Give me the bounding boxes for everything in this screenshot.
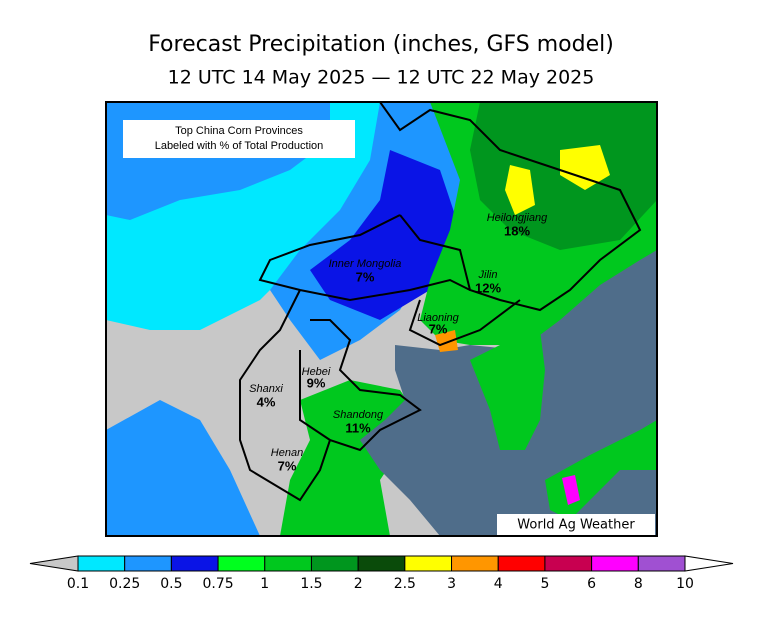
province-share: 7% [356, 269, 375, 284]
province-share: 4% [257, 394, 276, 409]
colorbar-label: 0.25 [109, 576, 140, 592]
colorbar-swatch [170, 555, 219, 572]
province-name: Shandong [333, 409, 384, 421]
colorbar-under [29, 555, 79, 572]
colorbar-swatch [217, 555, 266, 572]
colorbar-label: 5 [540, 576, 549, 592]
province-borders [239, 102, 642, 502]
province-share: 11% [345, 420, 371, 435]
colorbar-label: 6 [587, 576, 596, 592]
province-share: 7% [429, 321, 448, 336]
province-name: Henan [271, 447, 303, 459]
map-frame [105, 101, 658, 537]
colorbar-label: 0.75 [202, 576, 233, 592]
colorbar-swatch [357, 555, 406, 572]
colorbar-label: 0.5 [160, 576, 182, 592]
map [106, 102, 657, 536]
colorbar-label: 2 [354, 576, 363, 592]
province-name: Hebei [302, 366, 331, 378]
precip-area [280, 380, 420, 536]
credit: World Ag Weather [517, 518, 635, 533]
colorbar-swatch [264, 555, 312, 572]
colorbar-label: 3 [447, 576, 456, 592]
precip-area [310, 150, 460, 320]
colorbar-swatch [637, 555, 686, 572]
precip-area [562, 475, 580, 505]
colorbar-swatch [404, 555, 453, 572]
precip-area [505, 165, 535, 215]
precip-area [435, 330, 458, 352]
colorbar-swatch [451, 555, 499, 572]
colorbar-swatch [124, 555, 172, 572]
province-name: Shanxi [249, 383, 283, 395]
colorbar-swatch [497, 555, 546, 572]
colorbar-over [684, 555, 734, 572]
colorbar-label: 8 [634, 576, 643, 592]
colorbar-label: 1 [260, 576, 269, 592]
colorbar-label: 4 [494, 576, 503, 592]
province-name: Heilongjiang [487, 212, 548, 224]
colorbar-label: 0.1 [67, 576, 89, 592]
province-share: 18% [504, 223, 530, 238]
province-share: 7% [278, 458, 297, 473]
credit-box [497, 514, 655, 535]
province-name: Liaoning [417, 312, 459, 324]
colorbar-label: 1.5 [300, 576, 322, 592]
inset-text: Top China Corn Provinces [175, 125, 303, 137]
colorbar-swatch [591, 555, 639, 572]
colorbar-swatch [544, 555, 593, 572]
colorbar: 0.1 0.25 0.5 0.75 1 1.5 2 2.5 3 4 5 6 8 10 [29, 555, 734, 592]
land [470, 330, 545, 450]
colorbar-swatch [77, 555, 126, 572]
colorbar-label: 10 [676, 576, 694, 592]
inset-text: Labeled with % of Total Production [155, 140, 324, 152]
province-name: Jilin [478, 269, 498, 281]
precip-area [106, 400, 260, 536]
subtitle: 12 UTC 14 May 2025 — 12 UTC 22 May 2025 [168, 67, 595, 89]
colorbar-swatch [310, 555, 359, 572]
province-name: Inner Mongolia [329, 258, 402, 270]
inset-box [123, 120, 355, 158]
precip-area [560, 145, 610, 190]
province-share: 12% [475, 280, 501, 295]
title: Forecast Precipitation (inches, GFS mode… [148, 32, 614, 57]
province-share: 9% [307, 375, 326, 390]
colorbar-label: 2.5 [394, 576, 416, 592]
